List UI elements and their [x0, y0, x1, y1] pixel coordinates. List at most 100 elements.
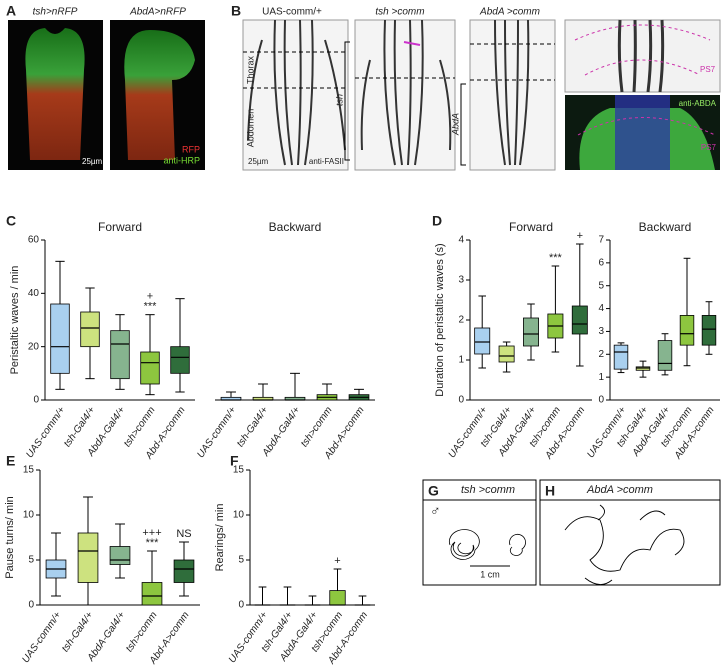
boundary — [574, 24, 711, 76]
box — [110, 330, 130, 380]
micrograph — [564, 19, 721, 93]
significance: *** — [549, 252, 563, 264]
significance: NS — [176, 528, 191, 540]
stain-label: anti-HRP — [163, 155, 200, 165]
y-tick-label: 5 — [598, 280, 604, 291]
box — [474, 327, 491, 355]
micrograph — [469, 19, 556, 171]
y-tick-label: 3 — [458, 275, 464, 286]
track — [564, 504, 685, 585]
box — [141, 582, 163, 606]
stain-label: anti-FASII — [309, 157, 344, 166]
box — [80, 311, 100, 348]
x-tick-label: UAS-comm/+ — [24, 405, 67, 460]
y-axis-label: Duration of peristaltic waves (s) — [434, 243, 446, 396]
image-header: UAS-comm/+ — [262, 7, 322, 18]
box — [701, 315, 717, 346]
x-tick-label: tsh>comm — [299, 405, 335, 449]
y-tick-label: 10 — [23, 510, 35, 521]
scale-label: 25µm — [82, 157, 103, 166]
box — [498, 345, 515, 363]
tissue — [124, 30, 195, 160]
box — [173, 559, 195, 583]
x-tick-label: UAS-comm/+ — [447, 405, 490, 460]
y-tick-label: 60 — [28, 235, 40, 246]
box — [140, 351, 160, 385]
box — [657, 340, 673, 371]
sex-symbol: ♂ — [430, 503, 441, 519]
y-tick-label: 4 — [598, 303, 604, 314]
panel-label: F — [230, 453, 239, 469]
y-tick-label: 2 — [458, 315, 464, 326]
panel-b: B UAS-comm/+ tsh >comm AbdA >comm Thorax… — [231, 3, 721, 171]
panel-label: A — [6, 3, 16, 19]
y-tick-label: 1 — [598, 372, 604, 383]
panel-label: H — [545, 483, 555, 499]
nerve — [247, 19, 346, 166]
frame-title: AbdA >comm — [586, 484, 653, 496]
micrograph — [354, 19, 456, 171]
y-tick-label: 10 — [233, 510, 245, 521]
region-label: Thorax — [245, 55, 255, 84]
y-tick-label: 3 — [598, 326, 604, 337]
panel-h: H AbdA >comm — [539, 479, 721, 586]
image-header: AbdA>nRFP — [129, 7, 186, 18]
y-tick-label: 6 — [598, 257, 604, 268]
y-tick-label: 0 — [598, 395, 604, 406]
bracket — [460, 83, 466, 166]
nerve — [494, 19, 530, 166]
x-tick-label: tsh-Gal4/+ — [235, 405, 271, 449]
nerve — [360, 19, 452, 166]
region-label: Abdomen — [245, 109, 255, 148]
box — [329, 590, 346, 606]
chart-title: Backward — [639, 220, 692, 234]
stain-label: anti-ABDA — [679, 99, 717, 108]
significance: +++ — [142, 527, 161, 539]
significance: + — [334, 555, 340, 567]
y-tick-label: 0 — [458, 395, 464, 406]
y-tick-label: 40 — [28, 288, 40, 299]
tissue — [25, 28, 85, 160]
y-tick-label: 5 — [238, 555, 244, 566]
panel-label: D — [432, 213, 442, 229]
image-header: tsh >comm — [375, 7, 424, 18]
y-tick-label: 1 — [458, 355, 464, 366]
y-axis-label: Pause turns/ min — [4, 496, 16, 579]
box — [77, 532, 99, 583]
y-tick-label: 20 — [28, 341, 40, 352]
y-tick-label: 0 — [28, 600, 34, 611]
box — [679, 315, 695, 346]
panel-label: C — [6, 213, 16, 229]
panel-label: E — [6, 453, 15, 469]
x-tick-label: UAS-comm/+ — [227, 610, 270, 665]
y-tick-label: 15 — [23, 465, 35, 476]
nerve — [617, 19, 665, 93]
y-tick-label: 5 — [28, 555, 34, 566]
significance: + — [147, 291, 153, 303]
box — [571, 305, 588, 335]
y-tick-label: 15 — [233, 465, 245, 476]
bracket-label: AbdA — [450, 113, 460, 136]
x-tick-label: UAS-comm/+ — [20, 610, 63, 665]
chart-title: Forward — [98, 220, 142, 234]
x-tick-label: tsh-Gal4/+ — [60, 610, 96, 654]
box — [523, 317, 539, 347]
arrow — [403, 41, 421, 46]
ps-label: PS7 — [701, 143, 717, 152]
significance: + — [577, 230, 583, 242]
scale-label: 1 cm — [480, 569, 500, 579]
frame — [539, 479, 721, 586]
y-tick-label: 7 — [598, 235, 604, 246]
frame-title: tsh >comm — [461, 484, 515, 496]
panel-label: B — [231, 3, 241, 19]
box — [50, 303, 70, 374]
bracket-label: tsh — [334, 94, 344, 106]
y-tick-label: 4 — [458, 235, 464, 246]
scale-label: 25µm — [248, 157, 269, 166]
significance: *** — [146, 537, 160, 549]
y-tick-label: 0 — [238, 600, 244, 611]
panel-label: G — [428, 483, 439, 499]
significance: *** — [144, 301, 158, 313]
tissue — [615, 95, 670, 170]
frame — [422, 479, 537, 586]
